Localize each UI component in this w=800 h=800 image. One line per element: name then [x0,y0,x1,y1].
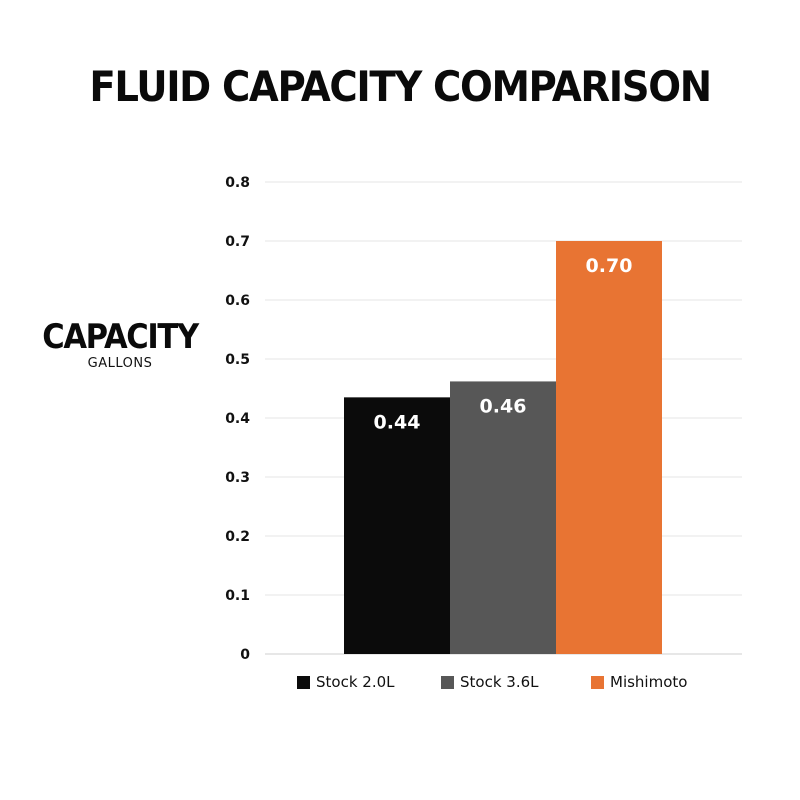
y-tick-label: 0.4 [225,411,250,427]
bar-data-label: 0.70 [586,255,633,277]
y-tick-label: 0.7 [225,234,250,250]
y-tick-label: 0.2 [225,529,250,545]
legend-item: Stock 3.6L [441,673,539,691]
y-axis-label: CAPACITY [42,317,199,357]
y-axis-unit: GALLONS [87,356,153,371]
legend-item: Mishimoto [591,673,687,691]
bar [556,241,662,654]
legend-swatch [441,675,454,689]
bar-data-label: 0.44 [374,411,421,433]
y-tick-label: 0.3 [225,470,250,486]
y-axis-label-group: CAPACITY GALLONS [30,318,210,371]
y-tick-label: 0.1 [225,588,250,604]
y-tick-label: 0.5 [225,352,250,368]
legend-label: Mishimoto [610,673,688,691]
y-tick-label: 0 [240,647,250,663]
legend-swatch [297,675,310,689]
y-tick-label: 0.8 [225,175,250,191]
bar-data-label: 0.46 [480,395,527,417]
chart-title: FLUID CAPACITY COMPARISON [89,62,712,111]
legend-swatch [591,675,604,689]
y-tick-label: 0.6 [225,293,250,309]
legend-label: Stock 3.6L [460,673,539,691]
legend-label: Stock 2.0L [316,673,395,691]
legend-item: Stock 2.0L [297,673,395,691]
bar [450,381,556,654]
bar [344,397,450,654]
